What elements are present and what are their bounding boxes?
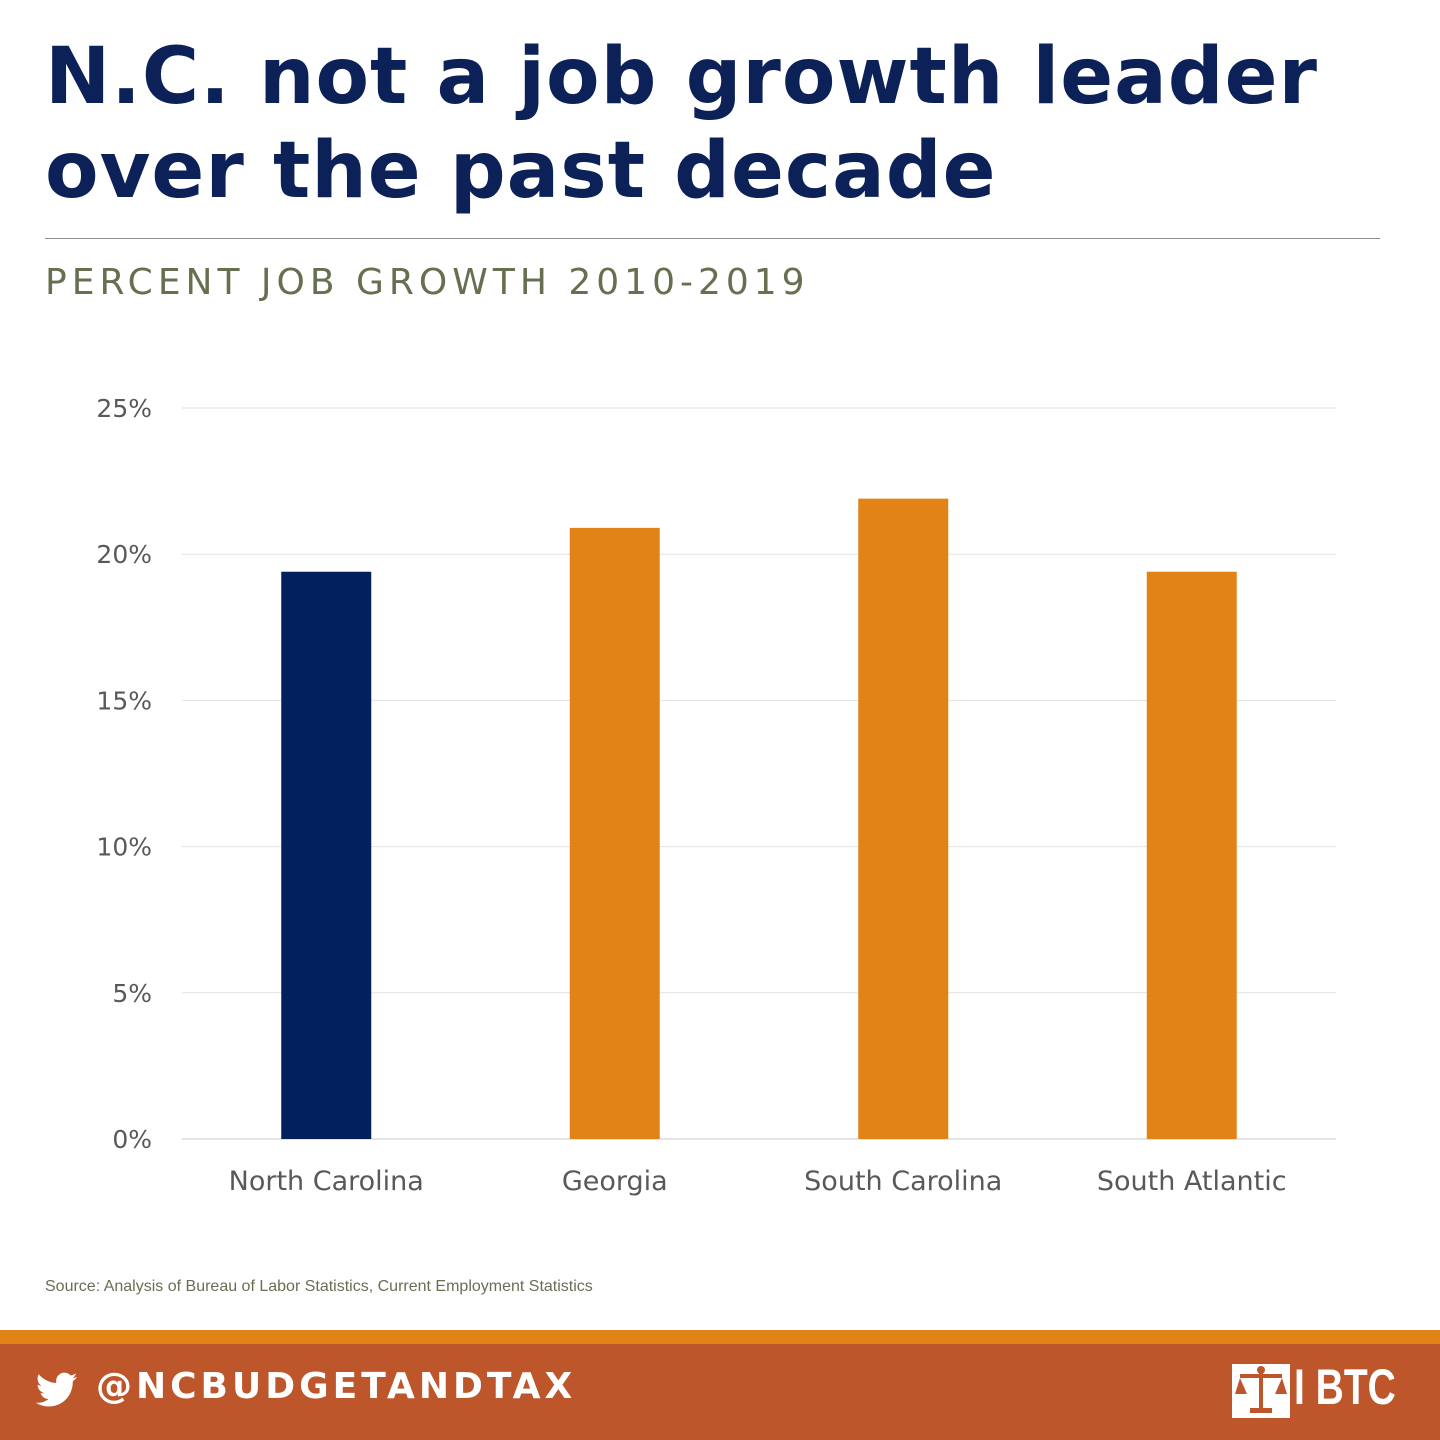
bar-south-atlantic (1146, 571, 1237, 1139)
bar-north-carolina (281, 571, 372, 1139)
source-note: Source: Analysis of Bureau of Labor Stat… (45, 1278, 593, 1295)
y-tick-label: 5% (112, 979, 152, 1008)
x-axis-tick-labels: North Carolina Georgia South Carolina South… (229, 1166, 1287, 1197)
x-tick-label: South Carolina (804, 1166, 1002, 1197)
x-tick-label: North Carolina (229, 1166, 424, 1197)
scales-of-justice-seal (1232, 1364, 1290, 1418)
y-tick-label: 25% (96, 394, 152, 423)
btc-logo-text: I BTC (1294, 1359, 1396, 1415)
y-tick-label: 10% (96, 833, 152, 862)
bars (281, 498, 1237, 1139)
bar-georgia (569, 527, 660, 1139)
footer-band: @NCBUDGETANDTAX I BTC (0, 1344, 1440, 1440)
y-axis-tick-labels: 0% 5% 10% 15% 20% 25% (96, 394, 152, 1154)
y-tick-label: 0% (112, 1125, 152, 1154)
title-divider (45, 238, 1380, 239)
x-tick-label: Georgia (562, 1166, 668, 1197)
twitter-bird-icon[interactable] (36, 1372, 78, 1408)
y-tick-label: 15% (96, 686, 152, 715)
chart-subtitle: PERCENT JOB GROWTH 2010-2019 (45, 262, 810, 303)
gridlines (182, 407, 1336, 1140)
x-tick-label: South Atlantic (1097, 1166, 1287, 1197)
twitter-handle[interactable]: @NCBUDGETANDTAX (96, 1366, 577, 1407)
y-tick-label: 20% (96, 540, 152, 569)
footer-accent-stripe (0, 1330, 1440, 1344)
bar-south-carolina (858, 498, 949, 1139)
headline: N.C. not a job growth leader over the pa… (45, 32, 1318, 216)
bar-chart: 0% 5% 10% 15% 20% 25% North Carolina Georgia So… (96, 394, 1336, 1197)
